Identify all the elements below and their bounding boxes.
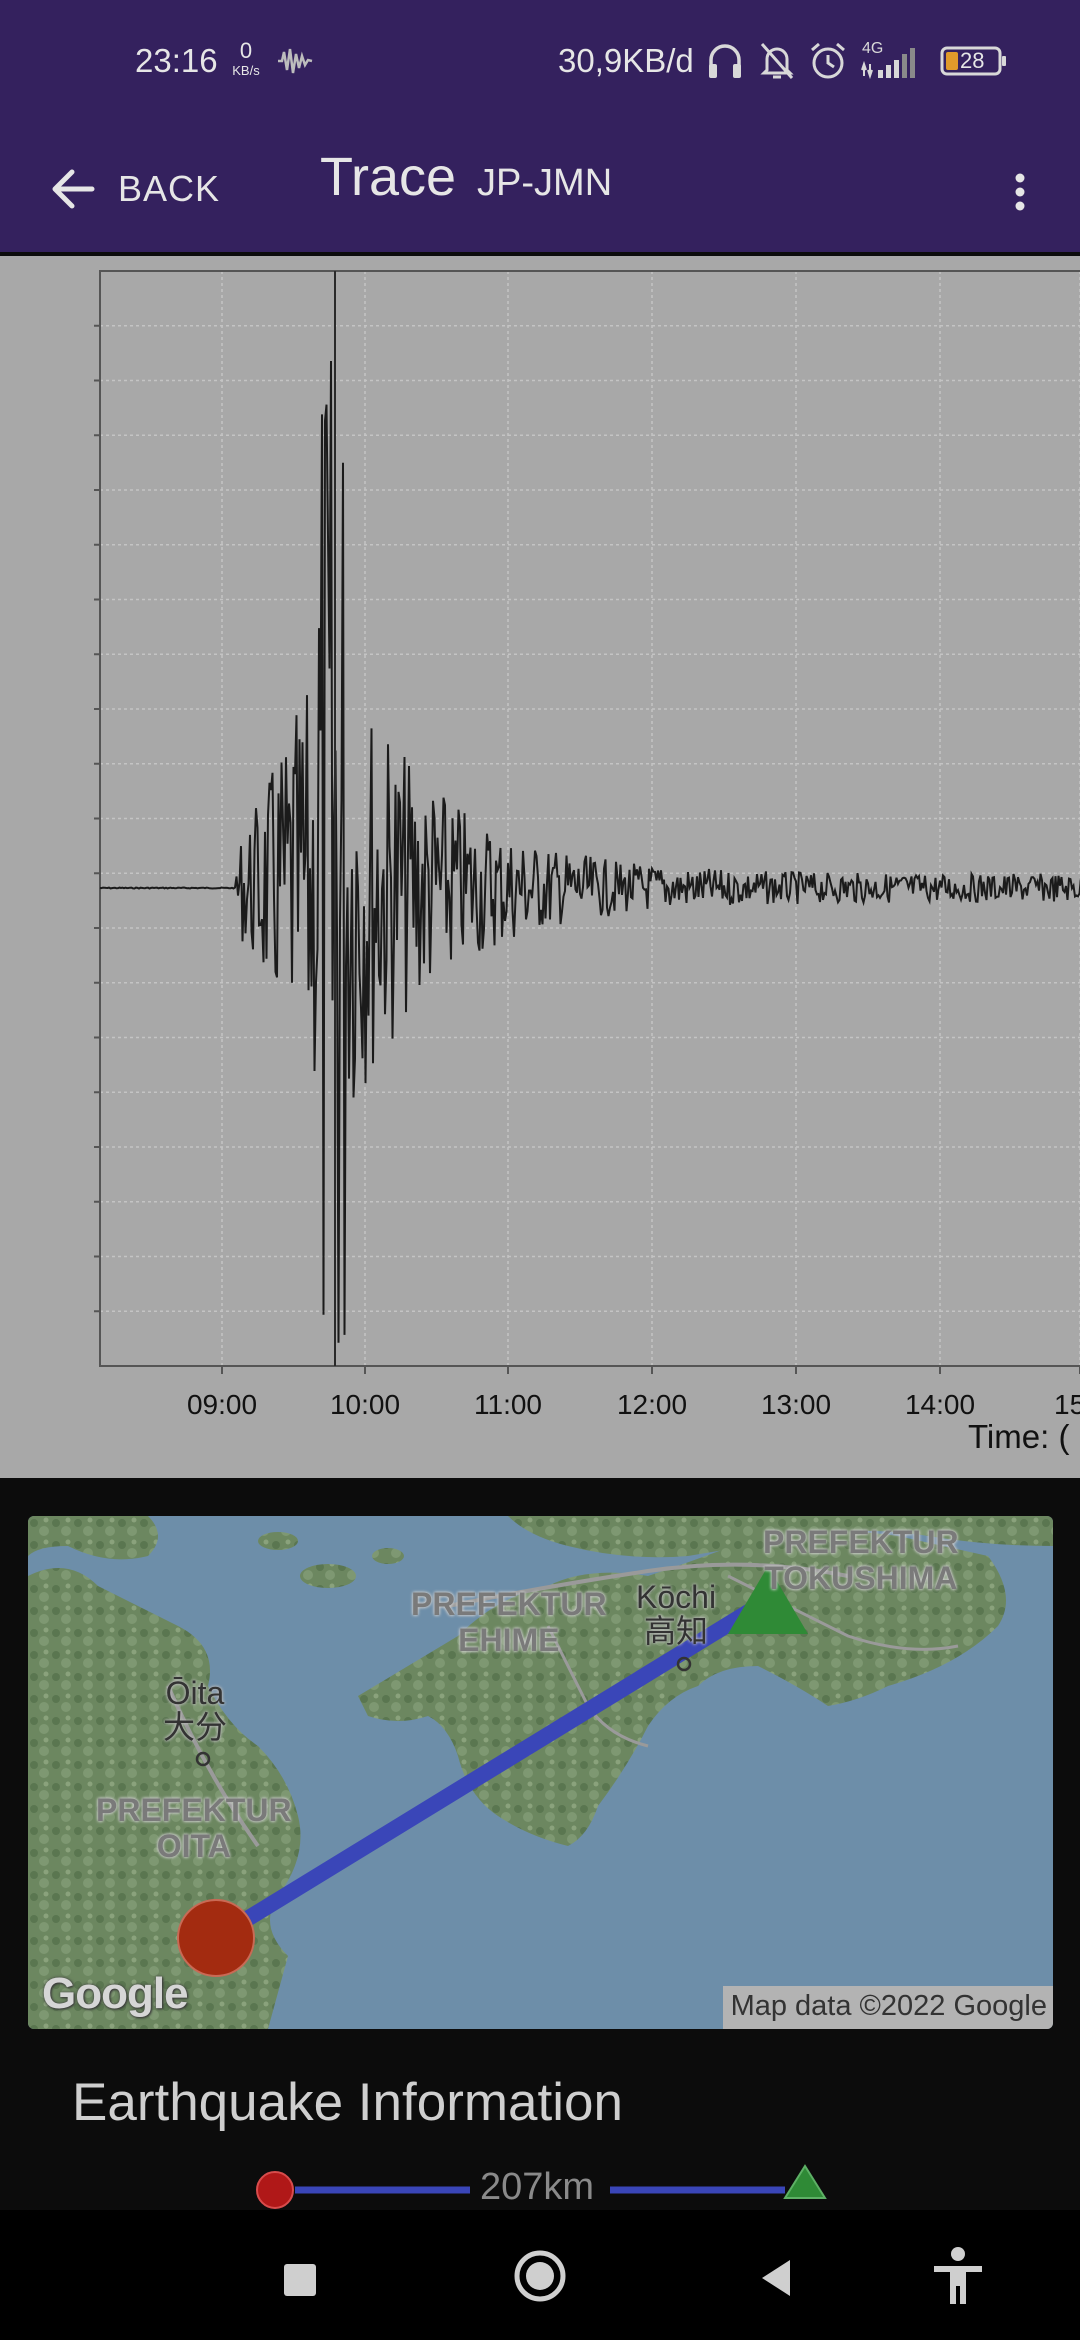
title-text: Trace <box>320 147 457 207</box>
label-prefecture-ehime: PREFEKTUR EHIME <box>411 1586 607 1658</box>
kochi-city-dot <box>676 1656 692 1672</box>
label-prefecture-oita: PREFEKTUR OITA <box>96 1792 292 1864</box>
seismogram-panel[interactable]: 09:00 10:00 11:00 12:00 13:00 14:00 15 Time: ( <box>0 256 1080 1478</box>
label-city-oita: Ōita 大分 <box>163 1675 228 1745</box>
seismogram-chart: 09:00 10:00 11:00 12:00 13:00 14:00 15 Time: ( <box>94 270 1080 1455</box>
label-prefecture-tokushima: PREFEKTUR TOKUSHIMA <box>763 1524 959 1596</box>
recents-square-icon[interactable] <box>278 2258 322 2302</box>
alarm-icon <box>811 42 845 79</box>
net-speed-value: 0 <box>239 38 253 63</box>
battery-icon: 28 <box>940 46 1006 76</box>
map-terrain <box>28 1516 1053 2029</box>
y-axis-ticks <box>94 324 100 1313</box>
app-bar: BACK Trace JP-JMN <box>0 126 1080 252</box>
epicenter-dot-icon <box>256 2171 294 2209</box>
overflow-menu-button[interactable] <box>990 156 1050 222</box>
station-code: JP-JMN <box>477 162 613 204</box>
x-tick-label: 11:00 <box>474 1389 542 1420</box>
signal-icon: 4G <box>860 40 930 80</box>
distance-row: 207km <box>250 2160 830 2220</box>
station-marker <box>728 1566 808 1634</box>
map-credit: Map data ©2022 Google <box>722 1986 1053 2029</box>
x-tick-label: 10:00 <box>330 1389 400 1420</box>
status-bar: 23:16 0 KB/s 30,9KB/d 4G <box>0 0 1080 126</box>
epicenter-map[interactable]: PREFEKTUR TOKUSHIMA PREFEKTUR EHIME PREF… <box>28 1516 1053 2029</box>
x-tick-label: 09:00 <box>187 1389 257 1420</box>
oita-city-dot <box>195 1751 211 1767</box>
google-logo: Google <box>42 1969 189 2018</box>
waveform-icon <box>278 48 313 74</box>
arrow-left-icon <box>52 169 95 209</box>
section-title: Earthquake Information <box>72 2073 623 2132</box>
back-triangle-icon[interactable] <box>756 2256 800 2300</box>
network-type: 4G <box>862 40 884 57</box>
x-axis-ticks: 09:00 10:00 11:00 12:00 13:00 14:00 15 <box>187 1366 1080 1420</box>
accessibility-icon[interactable] <box>928 2246 988 2308</box>
back-button[interactable]: BACK <box>50 156 220 222</box>
distance-value: 207km <box>480 2166 595 2208</box>
home-circle-icon[interactable] <box>512 2248 568 2304</box>
epicenter-station-path <box>208 1592 776 1946</box>
x-tick-label: 14:00 <box>905 1389 975 1420</box>
x-axis-label: Time: ( <box>968 1418 1069 1455</box>
label-city-kochi: Kōchi 高知 <box>636 1579 717 1649</box>
headphones-icon <box>709 44 741 78</box>
x-tick-label: 12:00 <box>617 1389 687 1420</box>
x-tick-label: 13:00 <box>761 1389 831 1420</box>
x-tick-label: 15 <box>1054 1389 1080 1420</box>
net-speed: 0 KB/s <box>230 38 262 78</box>
navigation-bar <box>0 2210 1080 2340</box>
station-triangle-icon <box>783 2164 827 2199</box>
epicenter-marker <box>177 1899 255 1977</box>
waveform-trace <box>99 360 1080 1343</box>
back-label: BACK <box>118 168 221 209</box>
battery-level: 28 <box>960 48 985 73</box>
bell-off-icon <box>760 43 794 79</box>
chart-grid <box>100 271 1080 1366</box>
status-time: 23:16 <box>135 42 218 79</box>
data-usage: 30,9KB/d <box>558 42 694 79</box>
net-speed-unit: KB/s <box>232 63 260 78</box>
more-vert-icon <box>1015 173 1025 211</box>
page-title: Trace JP-JMN <box>320 146 612 208</box>
